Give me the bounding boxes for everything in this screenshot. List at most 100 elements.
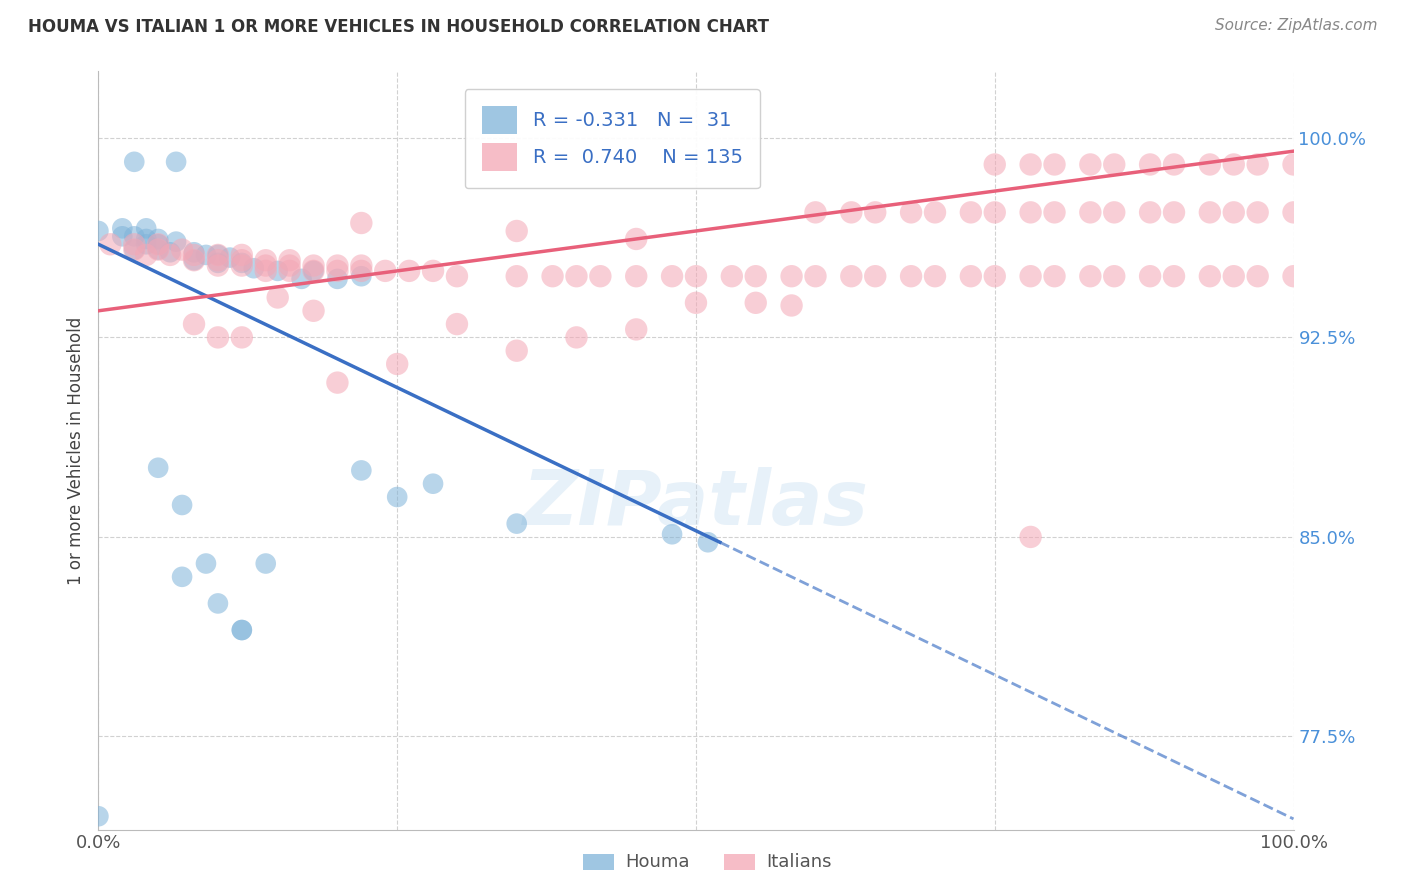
Point xyxy=(1043,269,1066,284)
Point xyxy=(565,269,588,284)
Point xyxy=(231,623,253,637)
Point xyxy=(1104,157,1126,171)
Point xyxy=(159,248,181,262)
Point xyxy=(207,330,229,344)
Point xyxy=(745,295,768,310)
Point xyxy=(350,463,373,477)
Point xyxy=(267,291,290,305)
Point xyxy=(231,256,253,270)
Point xyxy=(1080,269,1102,284)
Point xyxy=(124,243,146,257)
Point xyxy=(1043,157,1066,171)
Point xyxy=(195,248,218,262)
Point xyxy=(661,269,683,284)
Point xyxy=(1043,205,1066,219)
Point xyxy=(804,269,827,284)
Text: Italians: Italians xyxy=(766,853,832,871)
Point xyxy=(900,269,922,284)
Point xyxy=(924,269,946,284)
Point xyxy=(302,264,325,278)
FancyBboxPatch shape xyxy=(724,854,755,870)
Point xyxy=(1019,269,1042,284)
Point xyxy=(124,243,146,257)
Point xyxy=(506,343,529,358)
Point xyxy=(148,237,170,252)
Point xyxy=(87,809,110,823)
Point xyxy=(183,317,205,331)
Point xyxy=(183,253,205,268)
Point xyxy=(1019,205,1042,219)
Point xyxy=(1282,157,1305,171)
Point xyxy=(124,237,146,252)
Point xyxy=(385,490,409,504)
Point xyxy=(165,154,187,169)
Point xyxy=(111,229,134,244)
Point xyxy=(446,269,468,284)
Point xyxy=(900,205,922,219)
Point xyxy=(183,248,205,262)
Point xyxy=(1019,157,1042,171)
Point xyxy=(326,264,349,278)
Point xyxy=(865,205,887,219)
Point xyxy=(984,157,1007,171)
Point xyxy=(183,253,205,268)
Point xyxy=(254,259,277,273)
Point xyxy=(685,269,707,284)
Point xyxy=(278,253,301,268)
Point xyxy=(302,303,325,318)
Point xyxy=(1080,205,1102,219)
Point xyxy=(721,269,744,284)
Text: Source: ZipAtlas.com: Source: ZipAtlas.com xyxy=(1215,18,1378,33)
Point xyxy=(422,264,444,278)
Point xyxy=(350,259,373,273)
Y-axis label: 1 or more Vehicles in Household: 1 or more Vehicles in Household xyxy=(66,317,84,584)
Point xyxy=(87,224,110,238)
Point xyxy=(780,269,803,284)
Point xyxy=(148,243,170,257)
Point xyxy=(1223,269,1246,284)
Point xyxy=(565,330,588,344)
Point xyxy=(422,476,444,491)
Point xyxy=(278,259,301,273)
Point xyxy=(960,205,983,219)
Point xyxy=(1282,205,1305,219)
Point xyxy=(195,557,218,571)
Point xyxy=(350,264,373,278)
Point xyxy=(267,264,290,278)
Point xyxy=(841,205,863,219)
Point xyxy=(374,264,396,278)
Point xyxy=(111,221,134,235)
Point xyxy=(124,229,146,244)
Point xyxy=(254,253,277,268)
Point xyxy=(506,269,529,284)
Point xyxy=(1247,157,1270,171)
Point xyxy=(207,596,229,610)
Point xyxy=(804,205,827,219)
Point xyxy=(780,298,803,312)
Point xyxy=(924,205,946,219)
Point xyxy=(1247,205,1270,219)
Text: HOUMA VS ITALIAN 1 OR MORE VEHICLES IN HOUSEHOLD CORRELATION CHART: HOUMA VS ITALIAN 1 OR MORE VEHICLES IN H… xyxy=(28,18,769,36)
Point xyxy=(626,269,648,284)
Point xyxy=(1223,205,1246,219)
Point xyxy=(302,264,325,278)
Point xyxy=(1199,205,1222,219)
Point xyxy=(254,557,277,571)
Point xyxy=(984,205,1007,219)
Point xyxy=(135,232,157,246)
Point xyxy=(302,259,325,273)
Point xyxy=(219,251,242,265)
Point xyxy=(385,357,409,371)
Point xyxy=(984,269,1007,284)
Point xyxy=(541,269,564,284)
Point xyxy=(1163,205,1185,219)
Point xyxy=(278,264,301,278)
Point xyxy=(1080,157,1102,171)
FancyBboxPatch shape xyxy=(583,854,614,870)
Point xyxy=(326,272,349,286)
Point xyxy=(183,245,205,260)
Point xyxy=(172,498,194,512)
Point xyxy=(1247,269,1270,284)
Point xyxy=(661,527,683,541)
Point xyxy=(148,232,170,246)
